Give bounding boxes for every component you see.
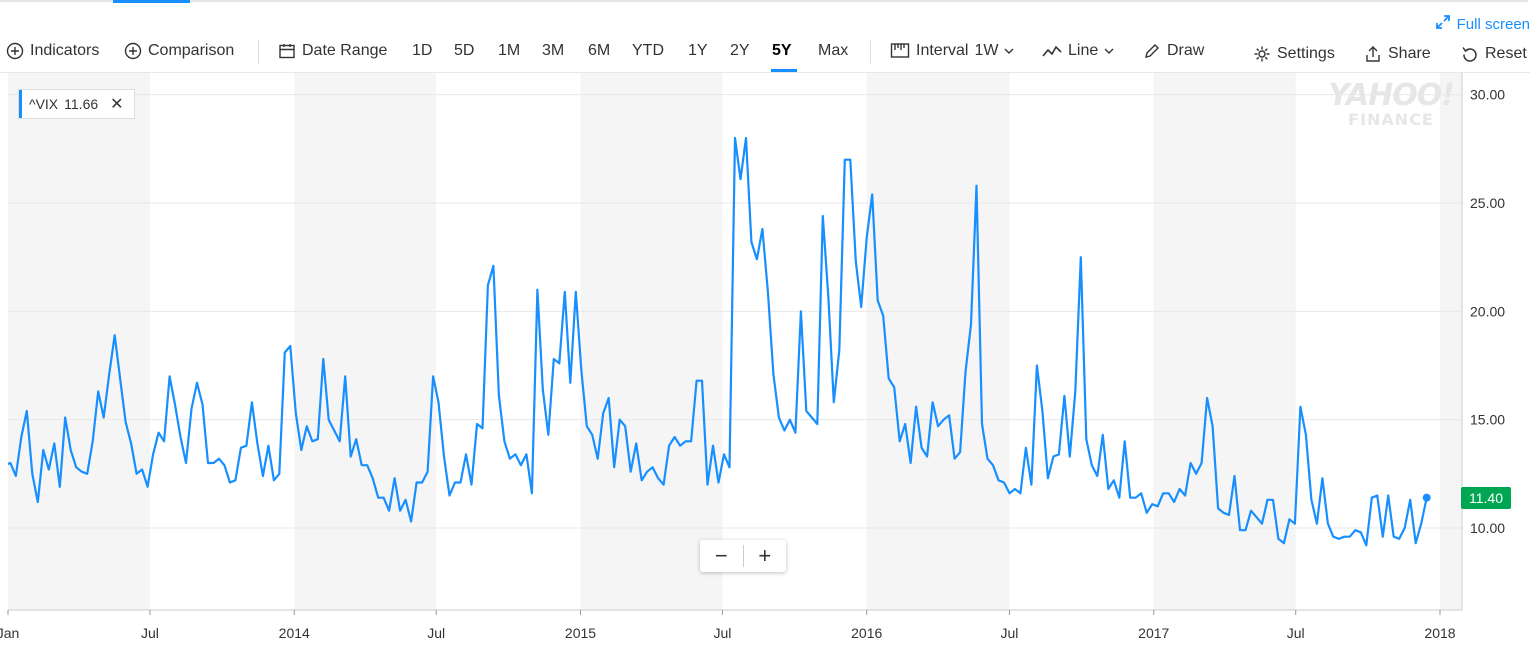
top-rule: [0, 0, 1528, 2]
x-tick-label: Jul: [1001, 625, 1019, 641]
reset-icon: [1461, 45, 1479, 63]
last-point-marker: [1422, 493, 1431, 502]
fullscreen-label: Full screen: [1456, 15, 1530, 33]
draw-button[interactable]: Draw: [1143, 42, 1204, 60]
series-legend[interactable]: ^VIX 11.66 ✕: [18, 89, 135, 119]
zoom-in-button[interactable]: +: [758, 543, 772, 568]
legend-value: 11.66: [64, 96, 99, 112]
toolbar-divider: [870, 40, 871, 64]
reset-label: Reset: [1485, 45, 1527, 62]
y-tick-label: 10.00: [1470, 520, 1505, 536]
yahoo-finance-watermark: YAHOO! FINANCE: [1326, 81, 1456, 129]
legend-symbol: ^VIX: [29, 96, 59, 112]
y-tick-label: 20.00: [1470, 303, 1505, 319]
date-range-button[interactable]: Date Range: [278, 42, 387, 60]
close-icon[interactable]: ✕: [110, 96, 124, 113]
watermark-line1: YAHOO!: [1328, 78, 1455, 113]
chart-type-label: Line: [1068, 42, 1099, 59]
shaded-band: [1440, 73, 1462, 610]
x-tick-label: Jul: [713, 625, 731, 641]
range-button-3m[interactable]: 3M: [542, 42, 565, 59]
share-button[interactable]: Share: [1364, 45, 1431, 63]
range-button-ytd[interactable]: YTD: [632, 42, 664, 59]
range-button-2y[interactable]: 2Y: [730, 42, 750, 59]
share-icon: [1364, 45, 1382, 63]
indicators-button[interactable]: Indicators: [6, 42, 99, 60]
y-tick-label: 15.00: [1470, 412, 1505, 428]
interval-label: Interval: [916, 42, 969, 59]
chevron-down-icon: [1104, 47, 1114, 55]
zoom-out-button[interactable]: −: [714, 543, 728, 568]
active-range-underline: [771, 69, 797, 72]
fullscreen-button[interactable]: Full screen: [1435, 14, 1530, 34]
reset-button[interactable]: Reset: [1461, 45, 1527, 63]
x-tick-label: 2016: [851, 625, 882, 641]
settings-label: Settings: [1277, 45, 1335, 62]
range-button-1d[interactable]: 1D: [412, 42, 433, 59]
last-price-badge: 11.40: [1461, 487, 1511, 509]
shaded-band: [866, 73, 1010, 610]
interval-dropdown[interactable]: Interval 1W: [890, 42, 1014, 60]
vix-line-chart[interactable]: 10.00 15.00 20.00 25.00 30.00 Jan Jul 2014 Jul 20…: [0, 73, 1540, 653]
interval-value: 1W: [974, 42, 999, 59]
plus-circle-icon: [124, 42, 142, 60]
x-tick-label: Jul: [141, 625, 159, 641]
zoom-divider: [742, 545, 744, 567]
chart-toolbar: Indicators Comparison Date Range 1D 5D 1M 3…: [0, 36, 1530, 73]
x-tick-label: Jan: [0, 625, 19, 641]
settings-button[interactable]: Settings: [1253, 45, 1335, 63]
range-button-5d[interactable]: 5D: [454, 42, 475, 59]
range-button-6m[interactable]: 6M: [588, 42, 611, 59]
active-page-tab-indicator: [113, 0, 190, 3]
chart-area[interactable]: 10.00 15.00 20.00 25.00 30.00 Jan Jul 2014 Jul 20…: [0, 73, 1540, 653]
calendar-icon: [278, 42, 296, 60]
x-tick-label: 2014: [279, 625, 310, 641]
shaded-band: [580, 73, 723, 610]
comparison-label: Comparison: [148, 42, 235, 59]
y-tick-label: 25.00: [1470, 195, 1505, 211]
x-tick-label: 2015: [565, 625, 596, 641]
line-chart-icon: [1042, 43, 1062, 59]
x-tick-label: 2017: [1138, 625, 1169, 641]
range-button-1m[interactable]: 1M: [498, 42, 521, 59]
shaded-band: [294, 73, 437, 610]
toolbar-divider: [258, 40, 259, 64]
pencil-icon: [1143, 42, 1161, 60]
x-tick-label: Jul: [427, 625, 445, 641]
legend-color-bar: [19, 90, 22, 118]
zoom-controls: − +: [700, 540, 786, 572]
watermark-line2: FINANCE: [1348, 110, 1434, 129]
comparison-button[interactable]: Comparison: [124, 42, 234, 60]
expand-icon: [1435, 14, 1451, 34]
gear-icon: [1253, 45, 1271, 63]
vix-series-line: [8, 136, 1428, 547]
shaded-band: [8, 73, 150, 610]
share-label: Share: [1388, 45, 1431, 62]
shaded-band: [1153, 73, 1296, 610]
chart-type-dropdown[interactable]: Line: [1042, 42, 1114, 60]
x-tick-label: 2018: [1424, 625, 1455, 641]
draw-label: Draw: [1167, 42, 1205, 59]
indicators-label: Indicators: [30, 42, 100, 59]
range-button-5y[interactable]: 5Y: [772, 42, 792, 59]
plus-circle-icon: [6, 42, 24, 60]
chevron-down-icon: [1004, 47, 1014, 55]
x-tick-label: Jul: [1287, 625, 1305, 641]
range-button-1y[interactable]: 1Y: [688, 42, 708, 59]
range-button-max[interactable]: Max: [818, 42, 849, 59]
interval-icon: [890, 42, 910, 60]
date-range-label: Date Range: [302, 42, 388, 59]
y-tick-label: 30.00: [1470, 87, 1505, 103]
